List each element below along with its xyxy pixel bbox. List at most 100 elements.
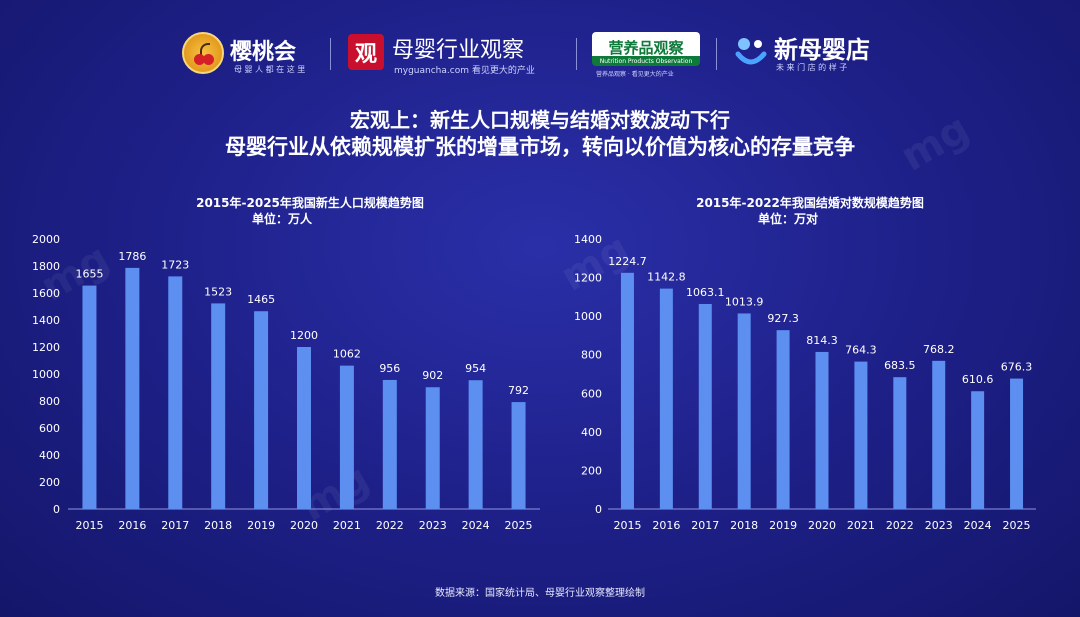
y-tick-label: 0 bbox=[595, 503, 602, 516]
nutrition-logo-slogan: 营养品观察 · 看见更大的产业 bbox=[596, 71, 674, 78]
bar-2022 bbox=[382, 379, 397, 509]
bar-2017 bbox=[698, 303, 712, 509]
x-tick-label: 2025 bbox=[1003, 519, 1031, 532]
y-tick-label: 1400 bbox=[574, 233, 602, 246]
chart-2-title: 2015年-2022年我国结婚对数规模趋势图 bbox=[696, 196, 924, 210]
nutrition-logo: 营养品观察 Nutrition Products Observation 营养品… bbox=[592, 28, 702, 78]
bar-value-label: 1063.1 bbox=[686, 286, 725, 299]
bar-2018 bbox=[737, 313, 751, 509]
bar-value-label: 768.2 bbox=[923, 343, 955, 356]
x-tick-label: 2015 bbox=[75, 519, 103, 532]
y-tick-label: 800 bbox=[581, 349, 602, 362]
chart-1-title: 2015年-2025年我国新生人口规模趋势图 bbox=[196, 196, 424, 210]
bar-2020 bbox=[815, 351, 829, 509]
x-tick-label: 2025 bbox=[505, 519, 533, 532]
bar-value-label: 1723 bbox=[161, 258, 189, 271]
bar-value-label: 814.3 bbox=[806, 334, 838, 347]
nutrition-logo-en: Nutrition Products Observation bbox=[592, 56, 700, 66]
bar-value-label: 792 bbox=[508, 384, 529, 397]
logo-divider bbox=[576, 38, 577, 70]
bar-2018 bbox=[211, 303, 226, 509]
bar-value-label: 1655 bbox=[75, 268, 103, 281]
xinmuying-logo-slogan: 未 来 门 店 的 样 子 bbox=[776, 63, 848, 72]
bar-2023 bbox=[425, 387, 440, 509]
bar-2025 bbox=[1010, 378, 1024, 509]
guancha-badge-icon: 观 bbox=[348, 34, 384, 70]
x-tick-label: 2023 bbox=[419, 519, 447, 532]
bar-2016 bbox=[659, 288, 673, 509]
xinmuying-logo-name: 新母婴店 bbox=[774, 36, 870, 64]
bar-value-label: 1062 bbox=[333, 348, 361, 361]
marriage-bar-chart: 0 200 400 600 800 1000 1200 1400 1224.7 2015 1142.… bbox=[574, 233, 1036, 532]
x-tick-label: 2019 bbox=[247, 519, 275, 532]
y-tick-label: 2000 bbox=[32, 233, 60, 246]
x-tick-label: 2017 bbox=[691, 519, 719, 532]
guancha-logo: 观 母婴行业观察 myguancha.com 看见更大的产业 bbox=[348, 28, 568, 78]
logo-bar: 樱桃会 母 婴 人 都 在 这 里 观 母婴行业观察 myguancha.com… bbox=[0, 28, 1080, 78]
bar-2019 bbox=[254, 311, 269, 509]
guancha-logo-slogan: myguancha.com 看见更大的产业 bbox=[394, 66, 535, 76]
bar-value-label: 954 bbox=[465, 362, 486, 375]
bar-value-label: 1142.8 bbox=[647, 271, 686, 284]
y-tick-label: 200 bbox=[39, 476, 60, 489]
bar-2016 bbox=[125, 267, 140, 509]
bar-2021 bbox=[339, 365, 354, 509]
y-tick-label: 1200 bbox=[32, 341, 60, 354]
xinmuying-logo: 新母婴店 未 来 门 店 的 样 子 bbox=[734, 28, 904, 78]
bar-2020 bbox=[297, 347, 311, 509]
x-tick-label: 2022 bbox=[376, 519, 404, 532]
bar-value-label: 1200 bbox=[290, 329, 318, 342]
bar-value-label: 1786 bbox=[118, 250, 146, 263]
bar-2024 bbox=[971, 391, 985, 509]
bar-value-label: 683.5 bbox=[884, 359, 916, 372]
bar-value-label: 1224.7 bbox=[608, 255, 647, 268]
bar-value-label: 902 bbox=[422, 369, 443, 382]
bar-value-label: 1523 bbox=[204, 285, 232, 298]
x-tick-label: 2021 bbox=[333, 519, 361, 532]
x-tick-label: 2024 bbox=[462, 519, 490, 532]
page-subtitle: 母婴行业从依赖规模扩张的增量市场，转向以价值为核心的存量竞争 bbox=[225, 135, 855, 159]
y-tick-label: 400 bbox=[581, 426, 602, 439]
x-tick-label: 2020 bbox=[808, 519, 836, 532]
y-tick-label: 1000 bbox=[574, 310, 602, 323]
x-tick-label: 2021 bbox=[847, 519, 875, 532]
y-tick-label: 1000 bbox=[32, 368, 60, 381]
y-tick-label: 800 bbox=[39, 395, 60, 408]
bar-2023 bbox=[932, 360, 946, 509]
bar-2021 bbox=[854, 361, 868, 509]
y-tick-label: 400 bbox=[39, 449, 60, 462]
x-tick-label: 2016 bbox=[118, 519, 146, 532]
bar-2015 bbox=[620, 272, 634, 509]
y-tick-label: 0 bbox=[53, 503, 60, 516]
yingtao-logo: 樱桃会 母 婴 人 都 在 这 里 bbox=[182, 28, 322, 78]
x-tick-label: 2018 bbox=[730, 519, 758, 532]
bar-value-label: 1465 bbox=[247, 293, 275, 306]
x-tick-label: 2018 bbox=[204, 519, 232, 532]
bar-value-label: 1013.9 bbox=[725, 295, 764, 308]
guancha-logo-name: 母婴行业观察 bbox=[392, 38, 525, 63]
bar-value-label: 676.3 bbox=[1001, 361, 1033, 374]
x-tick-label: 2022 bbox=[886, 519, 914, 532]
bar-2017 bbox=[168, 276, 183, 509]
y-tick-label: 600 bbox=[39, 422, 60, 435]
chart-1-unit: 单位：万人 bbox=[252, 212, 313, 226]
yingtao-logo-slogan: 母 婴 人 都 在 这 里 bbox=[234, 65, 306, 74]
bar-value-label: 610.6 bbox=[962, 373, 994, 386]
x-tick-label: 2019 bbox=[769, 519, 797, 532]
logo-divider bbox=[716, 38, 717, 70]
y-tick-label: 200 bbox=[581, 464, 602, 477]
y-tick-label: 1200 bbox=[574, 272, 602, 285]
x-tick-label: 2016 bbox=[652, 519, 680, 532]
x-tick-label: 2024 bbox=[964, 519, 992, 532]
data-source-note: 数据来源：国家统计局、母婴行业观察整理绘制 bbox=[435, 588, 645, 599]
yingtao-logo-name: 樱桃会 bbox=[230, 40, 297, 65]
xinmuying-icon bbox=[735, 38, 767, 65]
bar-2025 bbox=[511, 402, 526, 509]
y-tick-label: 600 bbox=[581, 387, 602, 400]
y-tick-label: 1400 bbox=[32, 314, 60, 327]
x-tick-label: 2015 bbox=[613, 519, 641, 532]
bar-2019 bbox=[776, 330, 790, 509]
x-tick-label: 2017 bbox=[161, 519, 189, 532]
chart-2-unit: 单位：万对 bbox=[758, 212, 819, 226]
birth-bar-chart: 0 200 400 600 800 1000 1200 1400 1600 1800 2000 165… bbox=[32, 233, 540, 532]
